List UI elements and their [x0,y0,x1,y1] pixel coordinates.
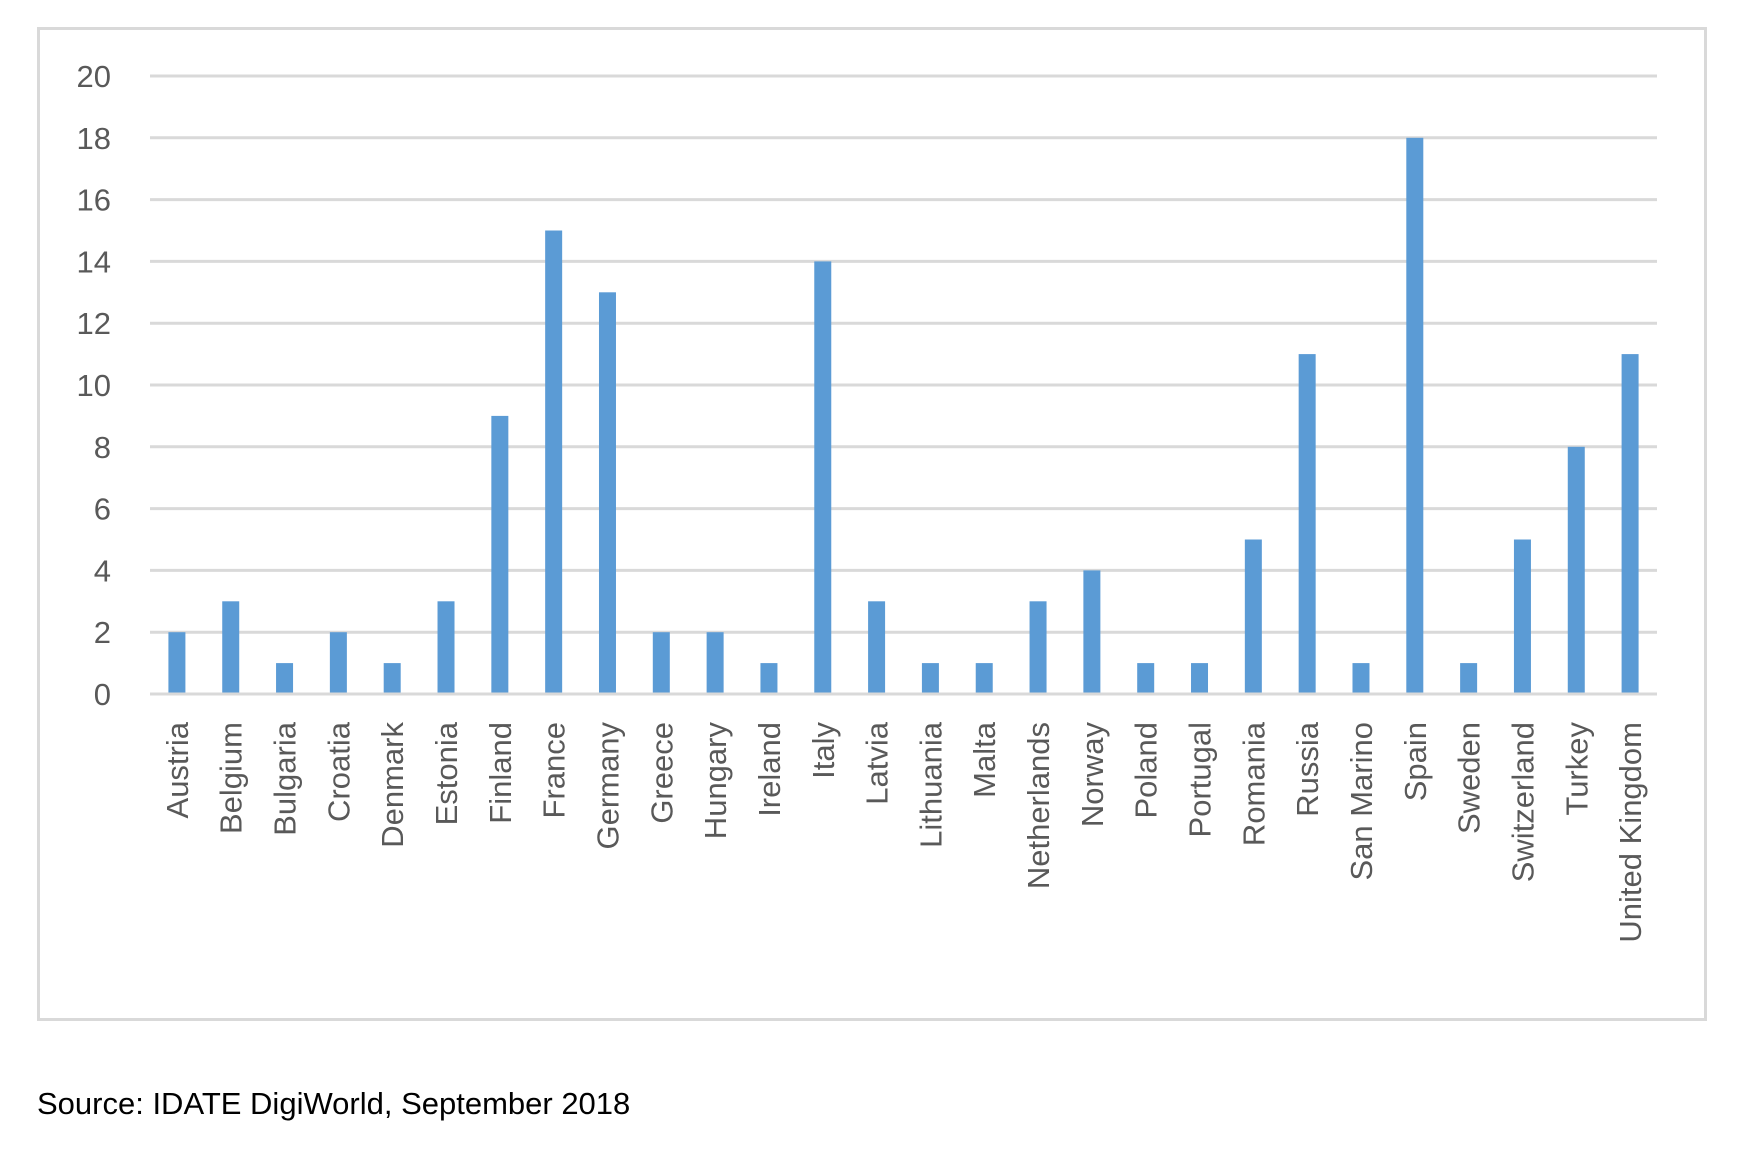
x-category-label: Estonia [429,721,464,825]
bar-portugal [1191,663,1209,694]
x-category-label: Russia [1290,721,1325,817]
bar-ireland [760,663,778,694]
x-category-label: Hungary [698,722,733,840]
bar-estonia [437,601,455,694]
x-category-label: Croatia [321,721,356,822]
x-category-label: Malta [967,721,1002,798]
x-category-label: Romania [1236,721,1271,846]
y-tick-label: 4 [94,553,111,588]
bar-belgium [222,601,240,694]
x-category-label: Latvia [860,721,895,804]
x-category-label: Germany [590,722,625,850]
bar-croatia [329,632,347,694]
bar-san-marino [1352,663,1370,694]
bar-united-kingdom [1621,354,1639,694]
x-category-label: Denmark [375,722,410,848]
y-tick-label: 6 [94,492,111,527]
y-tick-label: 8 [94,430,111,465]
gridlines [150,74,1657,634]
bar-latvia [868,601,886,694]
bar-sweden [1460,663,1478,694]
y-tick-label: 10 [77,368,111,403]
x-category-label: Turkey [1559,722,1594,816]
x-category-label: Finland [483,722,518,824]
x-category-label: Ireland [752,722,787,817]
bar-bulgaria [276,663,294,694]
bar-romania [1244,539,1262,694]
bar-netherlands [1029,601,1047,694]
y-tick-label: 16 [77,183,111,218]
x-category-label: Sweden [1452,722,1487,834]
x-category-label: Netherlands [1021,722,1056,889]
x-category-label: France [537,722,572,818]
y-tick-label: 20 [77,59,111,94]
bar-greece [652,632,670,694]
chart-frame [37,27,1707,1021]
bar-lithuania [921,663,939,694]
x-category-label: Austria [160,721,195,818]
bar-austria [168,632,186,694]
y-tick-label: 18 [77,121,111,156]
source-note: Source: IDATE DigiWorld, September 2018 [37,1086,631,1121]
bar-spain [1406,137,1424,695]
x-category-label: San Marino [1344,722,1379,881]
x-category-label: United Kingdom [1613,722,1648,943]
bar-malta [975,663,993,694]
y-tick-label: 2 [94,615,111,650]
bar-turkey [1567,446,1585,694]
x-category-label: Norway [1075,722,1110,828]
bar-switzerland [1513,539,1531,694]
bar-russia [1298,354,1316,694]
y-axis-ticks: 0 2 4 6 8 10 12 14 16 18 20 [77,59,111,712]
y-tick-label: 12 [77,306,111,341]
x-category-label: Bulgaria [268,721,303,835]
x-category-label: Portugal [1183,722,1218,837]
bar-hungary [706,632,724,694]
bar-denmark [383,663,401,694]
bars [168,137,1639,695]
x-category-label: Belgium [214,722,249,834]
bar-chart: 0 2 4 6 8 10 12 14 16 18 20 Austria Belgium Bulgaria… [77,59,1657,943]
x-category-label: Lithuania [913,721,948,848]
y-tick-label: 0 [94,677,111,712]
x-category-label: Poland [1129,722,1164,819]
bar-finland [491,415,509,694]
x-category-label: Spain [1398,722,1433,801]
x-axis-labels: Austria Belgium Bulgaria Croatia Denmark Esto… [160,721,1648,942]
bar-germany [598,292,616,694]
y-tick-label: 14 [77,244,111,279]
bar-poland [1137,663,1155,694]
bar-italy [814,261,832,694]
x-category-label: Italy [806,722,841,779]
x-category-label: Greece [644,722,679,824]
x-category-label: Switzerland [1505,722,1540,882]
bar-norway [1083,570,1101,694]
bar-france [545,230,563,694]
